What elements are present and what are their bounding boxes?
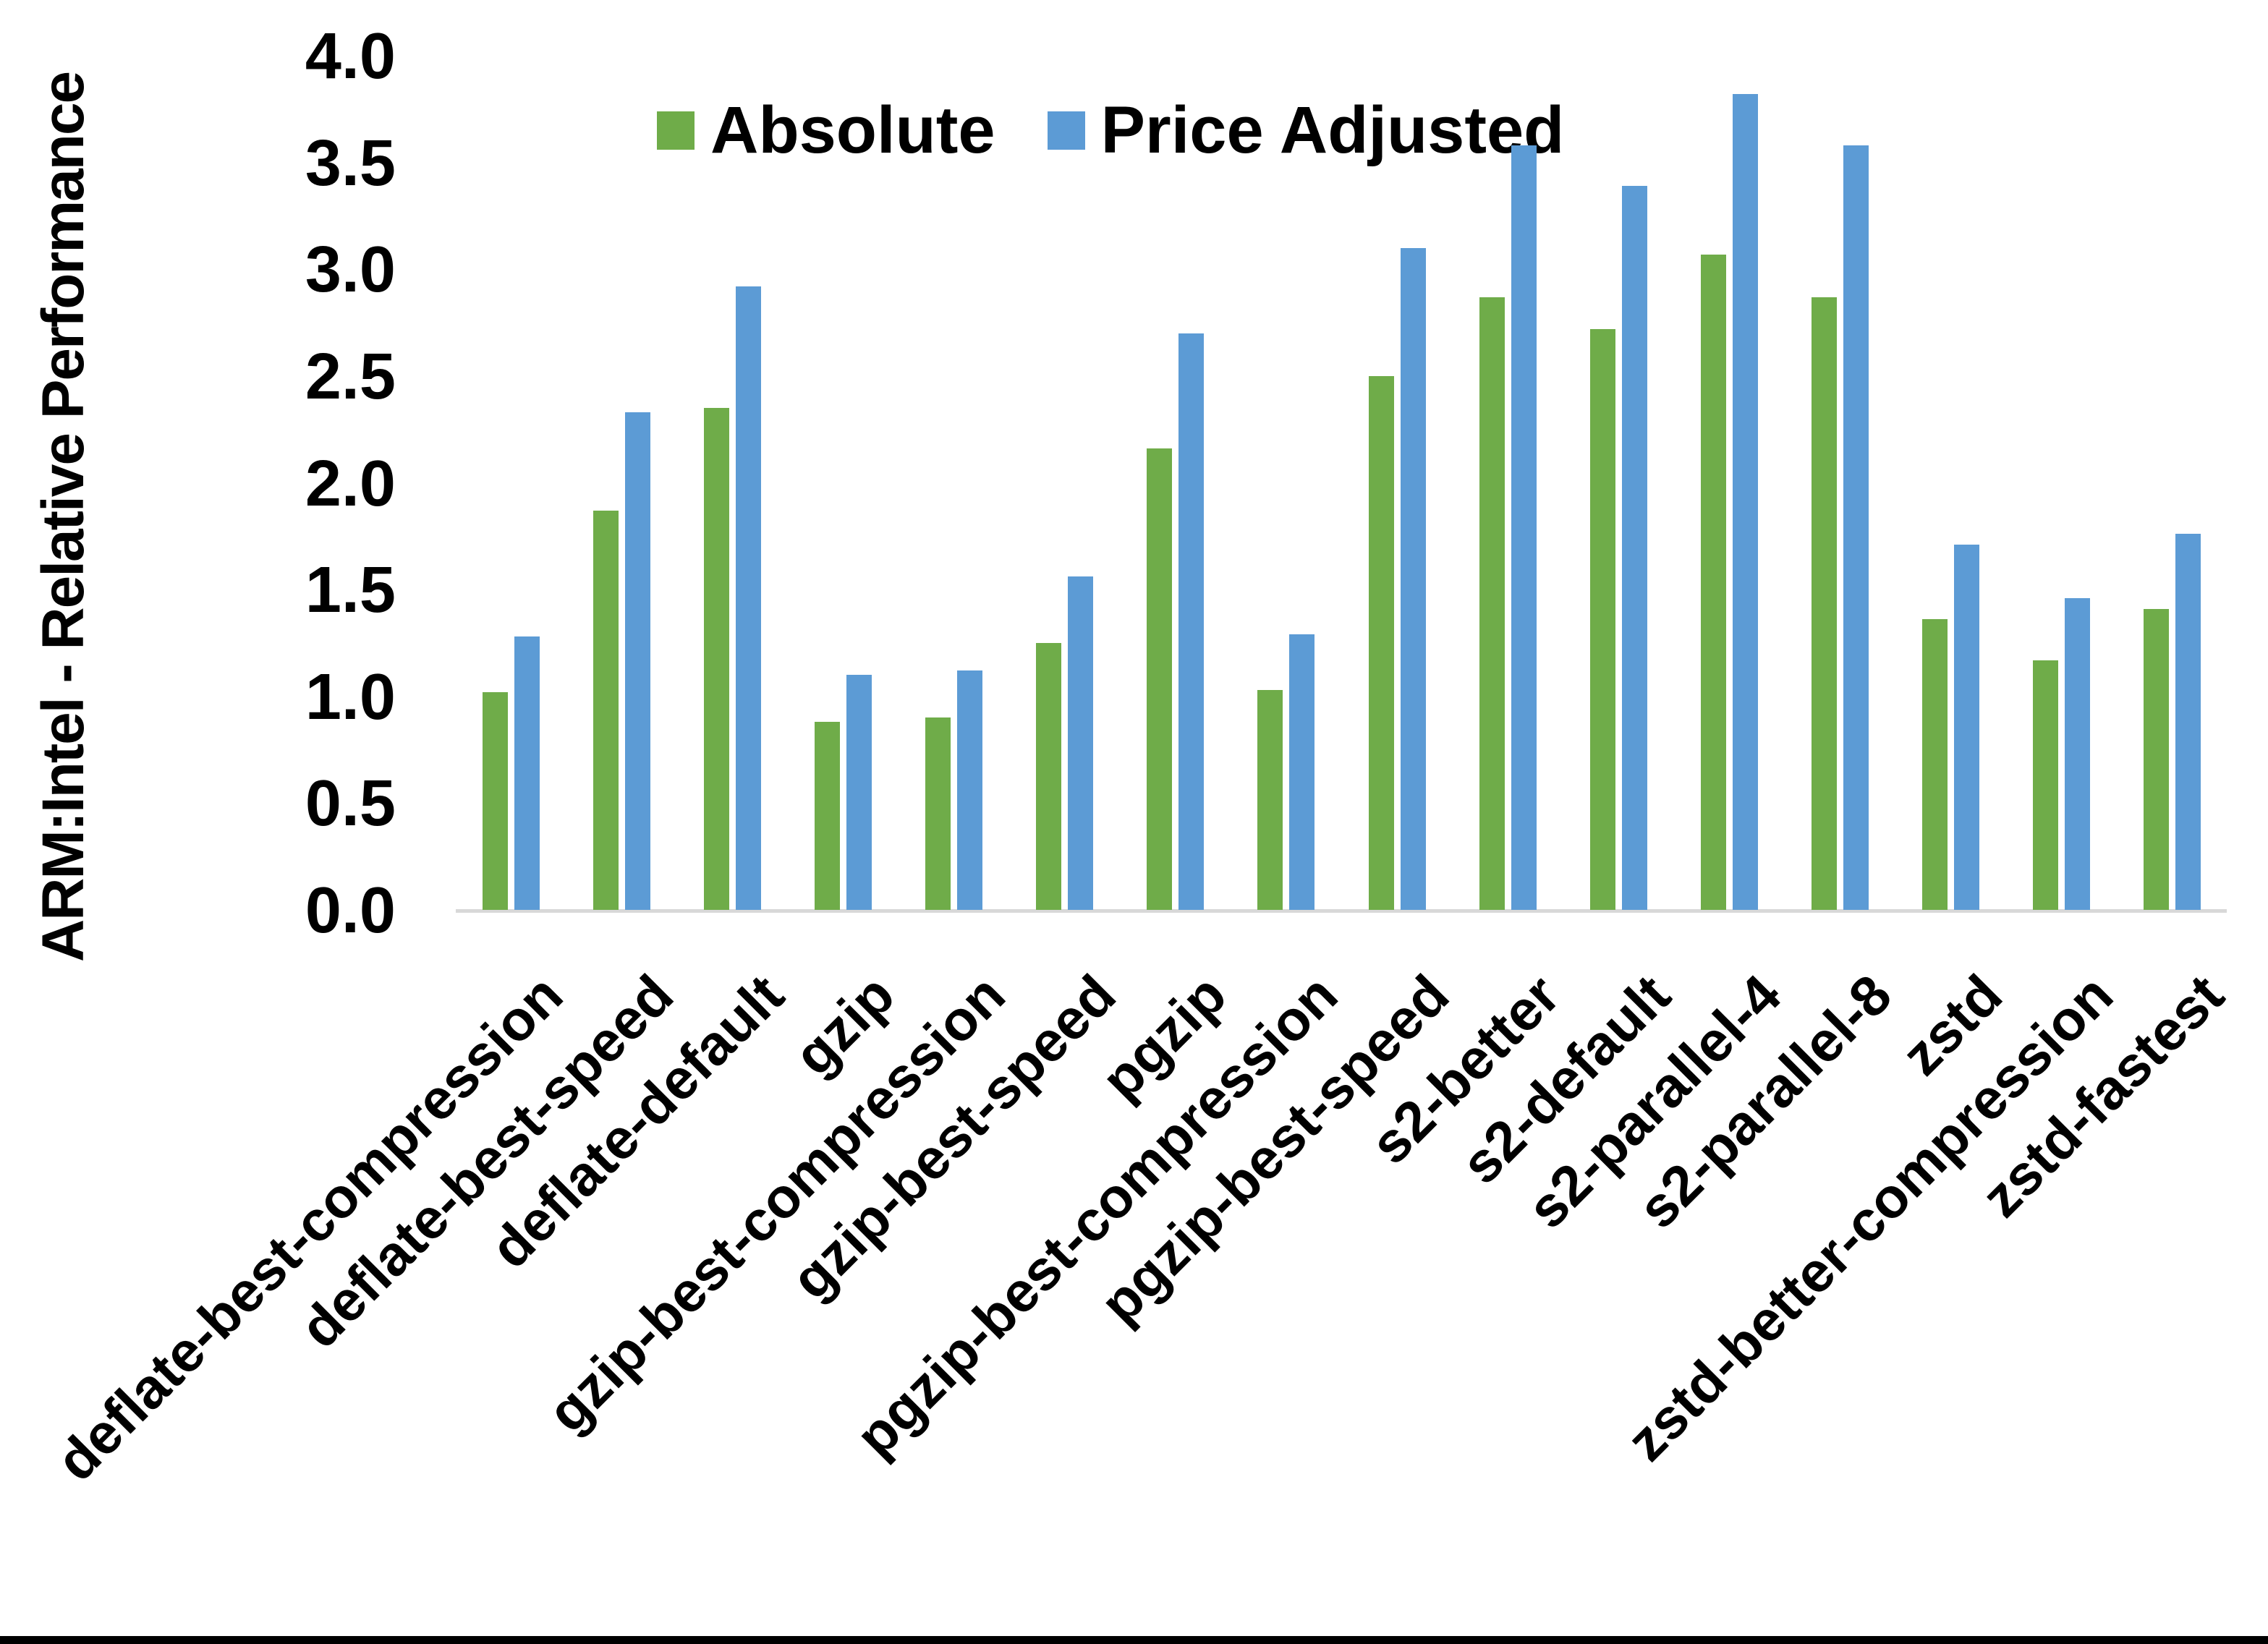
- bar-absolute: [593, 511, 619, 910]
- bar-price-adjusted: [1511, 145, 1537, 910]
- y-tick-label: 0.0: [305, 874, 396, 947]
- bar-absolute: [1479, 297, 1505, 910]
- bar-absolute: [1812, 297, 1837, 910]
- bar-price-adjusted: [1733, 94, 1758, 910]
- bar-price-adjusted: [846, 675, 872, 910]
- bar-absolute: [815, 722, 840, 910]
- x-axis-line: [456, 909, 2227, 913]
- legend-label-absolute: Absolute: [710, 93, 995, 167]
- bar-price-adjusted: [736, 286, 761, 910]
- legend-item-absolute: Absolute: [657, 93, 995, 169]
- y-tick-label: 2.5: [305, 340, 396, 413]
- bar-price-adjusted: [1401, 248, 1426, 910]
- bar-price-adjusted: [1178, 333, 1204, 910]
- y-tick-label: 4.0: [305, 20, 396, 93]
- bar-price-adjusted: [625, 412, 650, 910]
- bar-absolute: [2144, 609, 2169, 910]
- bar-absolute: [2033, 660, 2058, 910]
- bottom-border: [0, 1636, 2268, 1644]
- y-tick-label: 2.0: [305, 447, 396, 520]
- bar-absolute: [925, 717, 951, 910]
- legend-swatch-price-adjusted: [1047, 111, 1085, 150]
- y-axis-title: ARM:Intel - Relative Performance: [30, 72, 96, 963]
- bar-price-adjusted: [514, 636, 540, 910]
- bar-absolute: [1369, 376, 1394, 910]
- y-tick-label: 0.5: [305, 767, 396, 840]
- legend: Absolute Price Adjusted: [657, 93, 1564, 169]
- bar-price-adjusted: [1954, 545, 1979, 910]
- legend-label-price-adjusted: Price Adjusted: [1100, 93, 1565, 167]
- y-tick-label: 1.5: [305, 554, 396, 627]
- bar-absolute: [1701, 255, 1726, 910]
- legend-item-price-adjusted: Price Adjusted: [1047, 93, 1565, 169]
- bar-price-adjusted: [957, 670, 982, 910]
- bar-price-adjusted: [1289, 634, 1314, 910]
- bar-price-adjusted: [1622, 186, 1647, 910]
- bar-absolute: [704, 408, 729, 910]
- bar-absolute: [1147, 448, 1172, 910]
- bar-absolute: [1922, 619, 1948, 910]
- bar-price-adjusted: [1843, 145, 1869, 910]
- y-tick-label: 3.0: [305, 234, 396, 307]
- y-tick-label: 1.0: [305, 660, 396, 733]
- bar-absolute: [1036, 643, 1061, 910]
- bar-absolute: [483, 692, 508, 910]
- bar-absolute: [1590, 329, 1615, 910]
- bar-price-adjusted: [2175, 534, 2201, 910]
- legend-swatch-absolute: [657, 111, 695, 150]
- y-tick-label: 3.5: [305, 127, 396, 200]
- bar-price-adjusted: [1068, 576, 1093, 910]
- bar-absolute: [1257, 690, 1283, 910]
- bar-price-adjusted: [2065, 598, 2090, 910]
